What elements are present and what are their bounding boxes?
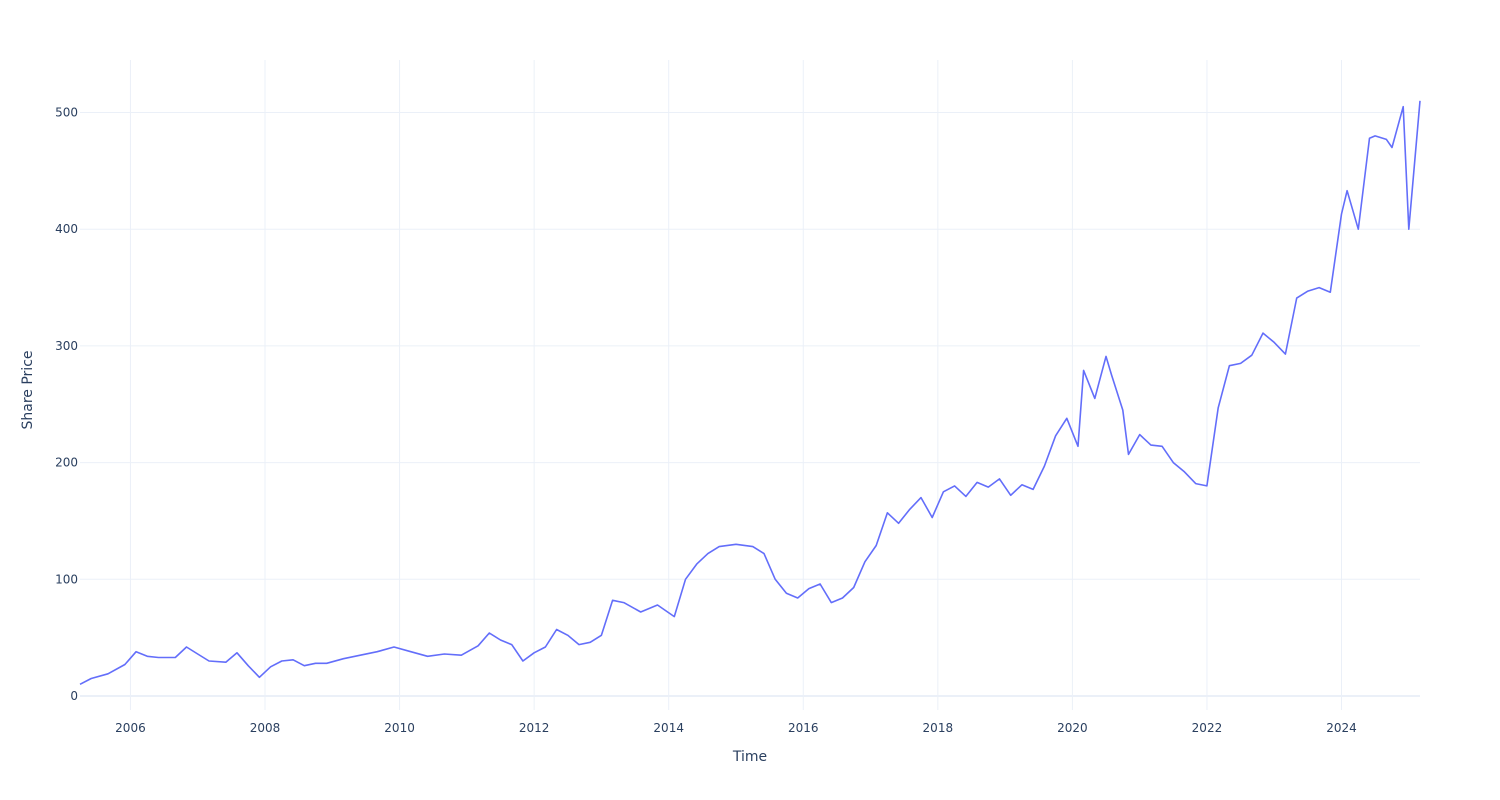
x-tick-label: 2010 — [384, 721, 415, 735]
x-tick-label: 2022 — [1192, 721, 1223, 735]
y-tick-label: 100 — [55, 572, 78, 586]
series-line — [79, 100, 1421, 686]
y-axis-ticks: 0 100 200 300 400 500 — [55, 106, 78, 703]
x-tick-label: 2020 — [1057, 721, 1088, 735]
y-tick-label: 500 — [55, 106, 78, 120]
x-axis-ticks: 2006 2008 2010 2012 2014 2016 2018 2020 2022 2024 — [115, 721, 1357, 735]
x-tick-label: 2018 — [923, 721, 954, 735]
plot-area — [79, 100, 1421, 686]
x-tick-label: 2024 — [1326, 721, 1357, 735]
x-tick-label: 2008 — [250, 721, 281, 735]
y-tick-label: 200 — [55, 456, 78, 470]
x-tick-label: 2014 — [653, 721, 684, 735]
y-axis-title: Share Price — [20, 350, 36, 429]
x-tick-label: 2012 — [519, 721, 550, 735]
x-tick-label: 2006 — [115, 721, 146, 735]
x-axis-title: Time — [732, 749, 767, 765]
y-tick-label: 300 — [55, 339, 78, 353]
y-tick-label: 400 — [55, 222, 78, 236]
x-gridlines — [129, 60, 1343, 710]
x-tick-label: 2016 — [788, 721, 819, 735]
y-tick-label: 0 — [70, 689, 78, 703]
y-gridlines — [80, 112, 1420, 697]
